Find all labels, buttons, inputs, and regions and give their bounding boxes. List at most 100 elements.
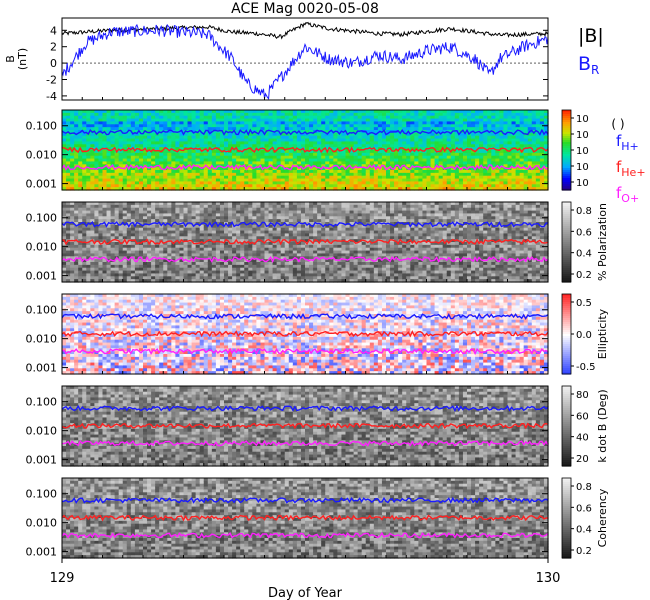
heatmap-cell bbox=[147, 150, 152, 154]
heatmap-cell bbox=[147, 181, 152, 185]
heatmap-cell bbox=[98, 216, 104, 220]
heatmap-cell bbox=[442, 132, 448, 137]
heatmap-cell bbox=[195, 115, 201, 120]
heatmap-cell bbox=[163, 253, 168, 257]
heatmap-cell bbox=[118, 264, 124, 269]
heatmap-cell bbox=[138, 138, 144, 143]
heatmap-cell bbox=[325, 141, 330, 145]
heatmap-cell bbox=[78, 164, 83, 168]
heatmap-cell bbox=[252, 167, 257, 171]
heatmap-cell bbox=[495, 167, 500, 171]
heatmap-cell bbox=[329, 124, 334, 128]
heatmap-cell bbox=[155, 273, 160, 277]
heatmap-cell bbox=[264, 175, 270, 180]
heatmap-cell bbox=[442, 170, 448, 174]
heatmap-cell bbox=[434, 144, 440, 148]
heatmap-cell bbox=[503, 184, 509, 188]
heatmap-cell bbox=[232, 170, 237, 174]
heatmap-cell bbox=[62, 161, 67, 165]
heatmap-cell bbox=[369, 170, 375, 174]
heatmap-cell bbox=[414, 112, 419, 117]
heatmap-cell bbox=[151, 267, 156, 272]
heatmap-cell bbox=[507, 181, 513, 185]
heatmap-cell bbox=[219, 161, 225, 165]
heatmap-cell bbox=[110, 216, 116, 220]
heatmap-cell bbox=[317, 127, 322, 131]
heatmap-cell bbox=[187, 135, 193, 140]
heatmap-cell bbox=[138, 141, 144, 145]
heatmap-cell bbox=[434, 118, 440, 123]
heatmap-cell bbox=[345, 150, 351, 154]
heatmap-cell bbox=[454, 132, 460, 137]
heatmap-cell bbox=[357, 121, 363, 125]
heatmap-cell bbox=[349, 170, 355, 174]
heatmap-cell bbox=[163, 276, 168, 280]
heatmap-cell bbox=[300, 132, 306, 137]
colorbar-segment bbox=[562, 154, 571, 157]
heatmap-cell bbox=[300, 181, 306, 185]
heatmap-cell bbox=[130, 224, 136, 229]
heatmap-cell bbox=[321, 184, 326, 188]
heatmap-cell bbox=[82, 279, 87, 283]
heatmap-cell bbox=[386, 170, 391, 174]
heatmap-cell bbox=[211, 135, 217, 140]
heatmap-cell bbox=[122, 158, 128, 163]
heatmap-cell bbox=[288, 110, 294, 114]
heatmap-cell bbox=[442, 118, 448, 123]
heatmap-cell bbox=[491, 132, 496, 137]
heatmap-cell bbox=[321, 118, 326, 123]
heatmap-cell bbox=[94, 158, 100, 163]
heatmap-cell bbox=[106, 175, 112, 180]
heatmap-cell bbox=[499, 172, 505, 177]
heatmap-cell bbox=[248, 152, 253, 157]
heatmap-cell bbox=[224, 121, 229, 125]
heatmap-cell bbox=[228, 184, 233, 188]
heatmap-cell bbox=[130, 244, 136, 249]
heatmap-cell bbox=[499, 132, 505, 137]
heatmap-cell bbox=[256, 115, 262, 120]
heatmap-cell bbox=[337, 158, 343, 163]
heatmap-cell bbox=[98, 175, 104, 180]
heatmap-cell bbox=[313, 172, 318, 177]
heatmap-cell bbox=[305, 127, 310, 131]
heatmap-cell bbox=[66, 227, 71, 232]
heatmap-cell bbox=[163, 244, 168, 249]
heatmap-cell bbox=[495, 184, 500, 188]
heatmap-cell bbox=[531, 155, 537, 160]
heatmap-cell bbox=[414, 178, 419, 183]
heatmap-cell bbox=[147, 210, 152, 215]
heatmap-cell bbox=[114, 184, 120, 188]
heatmap-cell bbox=[211, 187, 217, 191]
heatmap-cell bbox=[110, 224, 116, 229]
heatmap-cell bbox=[114, 135, 120, 140]
heatmap-cell bbox=[118, 230, 124, 235]
heatmap-cell bbox=[86, 178, 91, 183]
heatmap-cell bbox=[438, 155, 444, 160]
heatmap-cell bbox=[130, 172, 136, 177]
heatmap-cell bbox=[114, 115, 120, 120]
heatmap-cell bbox=[195, 170, 201, 174]
heatmap-cell bbox=[90, 259, 95, 263]
heatmap-cell bbox=[244, 178, 249, 183]
heatmap-cell bbox=[305, 135, 310, 140]
heatmap-cell bbox=[442, 158, 448, 163]
heatmap-cell bbox=[175, 181, 181, 185]
heatmap-cell bbox=[118, 247, 124, 252]
heatmap-cell bbox=[159, 270, 164, 275]
heatmap-cell bbox=[244, 132, 249, 137]
heatmap-cell bbox=[102, 121, 108, 125]
heatmap-cell bbox=[163, 216, 168, 220]
heatmap-cell bbox=[418, 118, 424, 123]
heatmap-cell bbox=[171, 124, 176, 128]
heatmap-cell bbox=[203, 170, 209, 174]
heatmap-cell bbox=[394, 187, 399, 191]
heatmap-cell bbox=[90, 150, 95, 154]
heatmap-cell bbox=[491, 161, 496, 165]
heatmap-cell bbox=[90, 141, 95, 145]
heatmap-cell bbox=[483, 132, 488, 137]
heatmap-cell bbox=[94, 267, 100, 272]
heatmap-cell bbox=[74, 155, 79, 160]
heatmap-cell bbox=[62, 276, 67, 280]
heatmap-cell bbox=[90, 121, 95, 125]
